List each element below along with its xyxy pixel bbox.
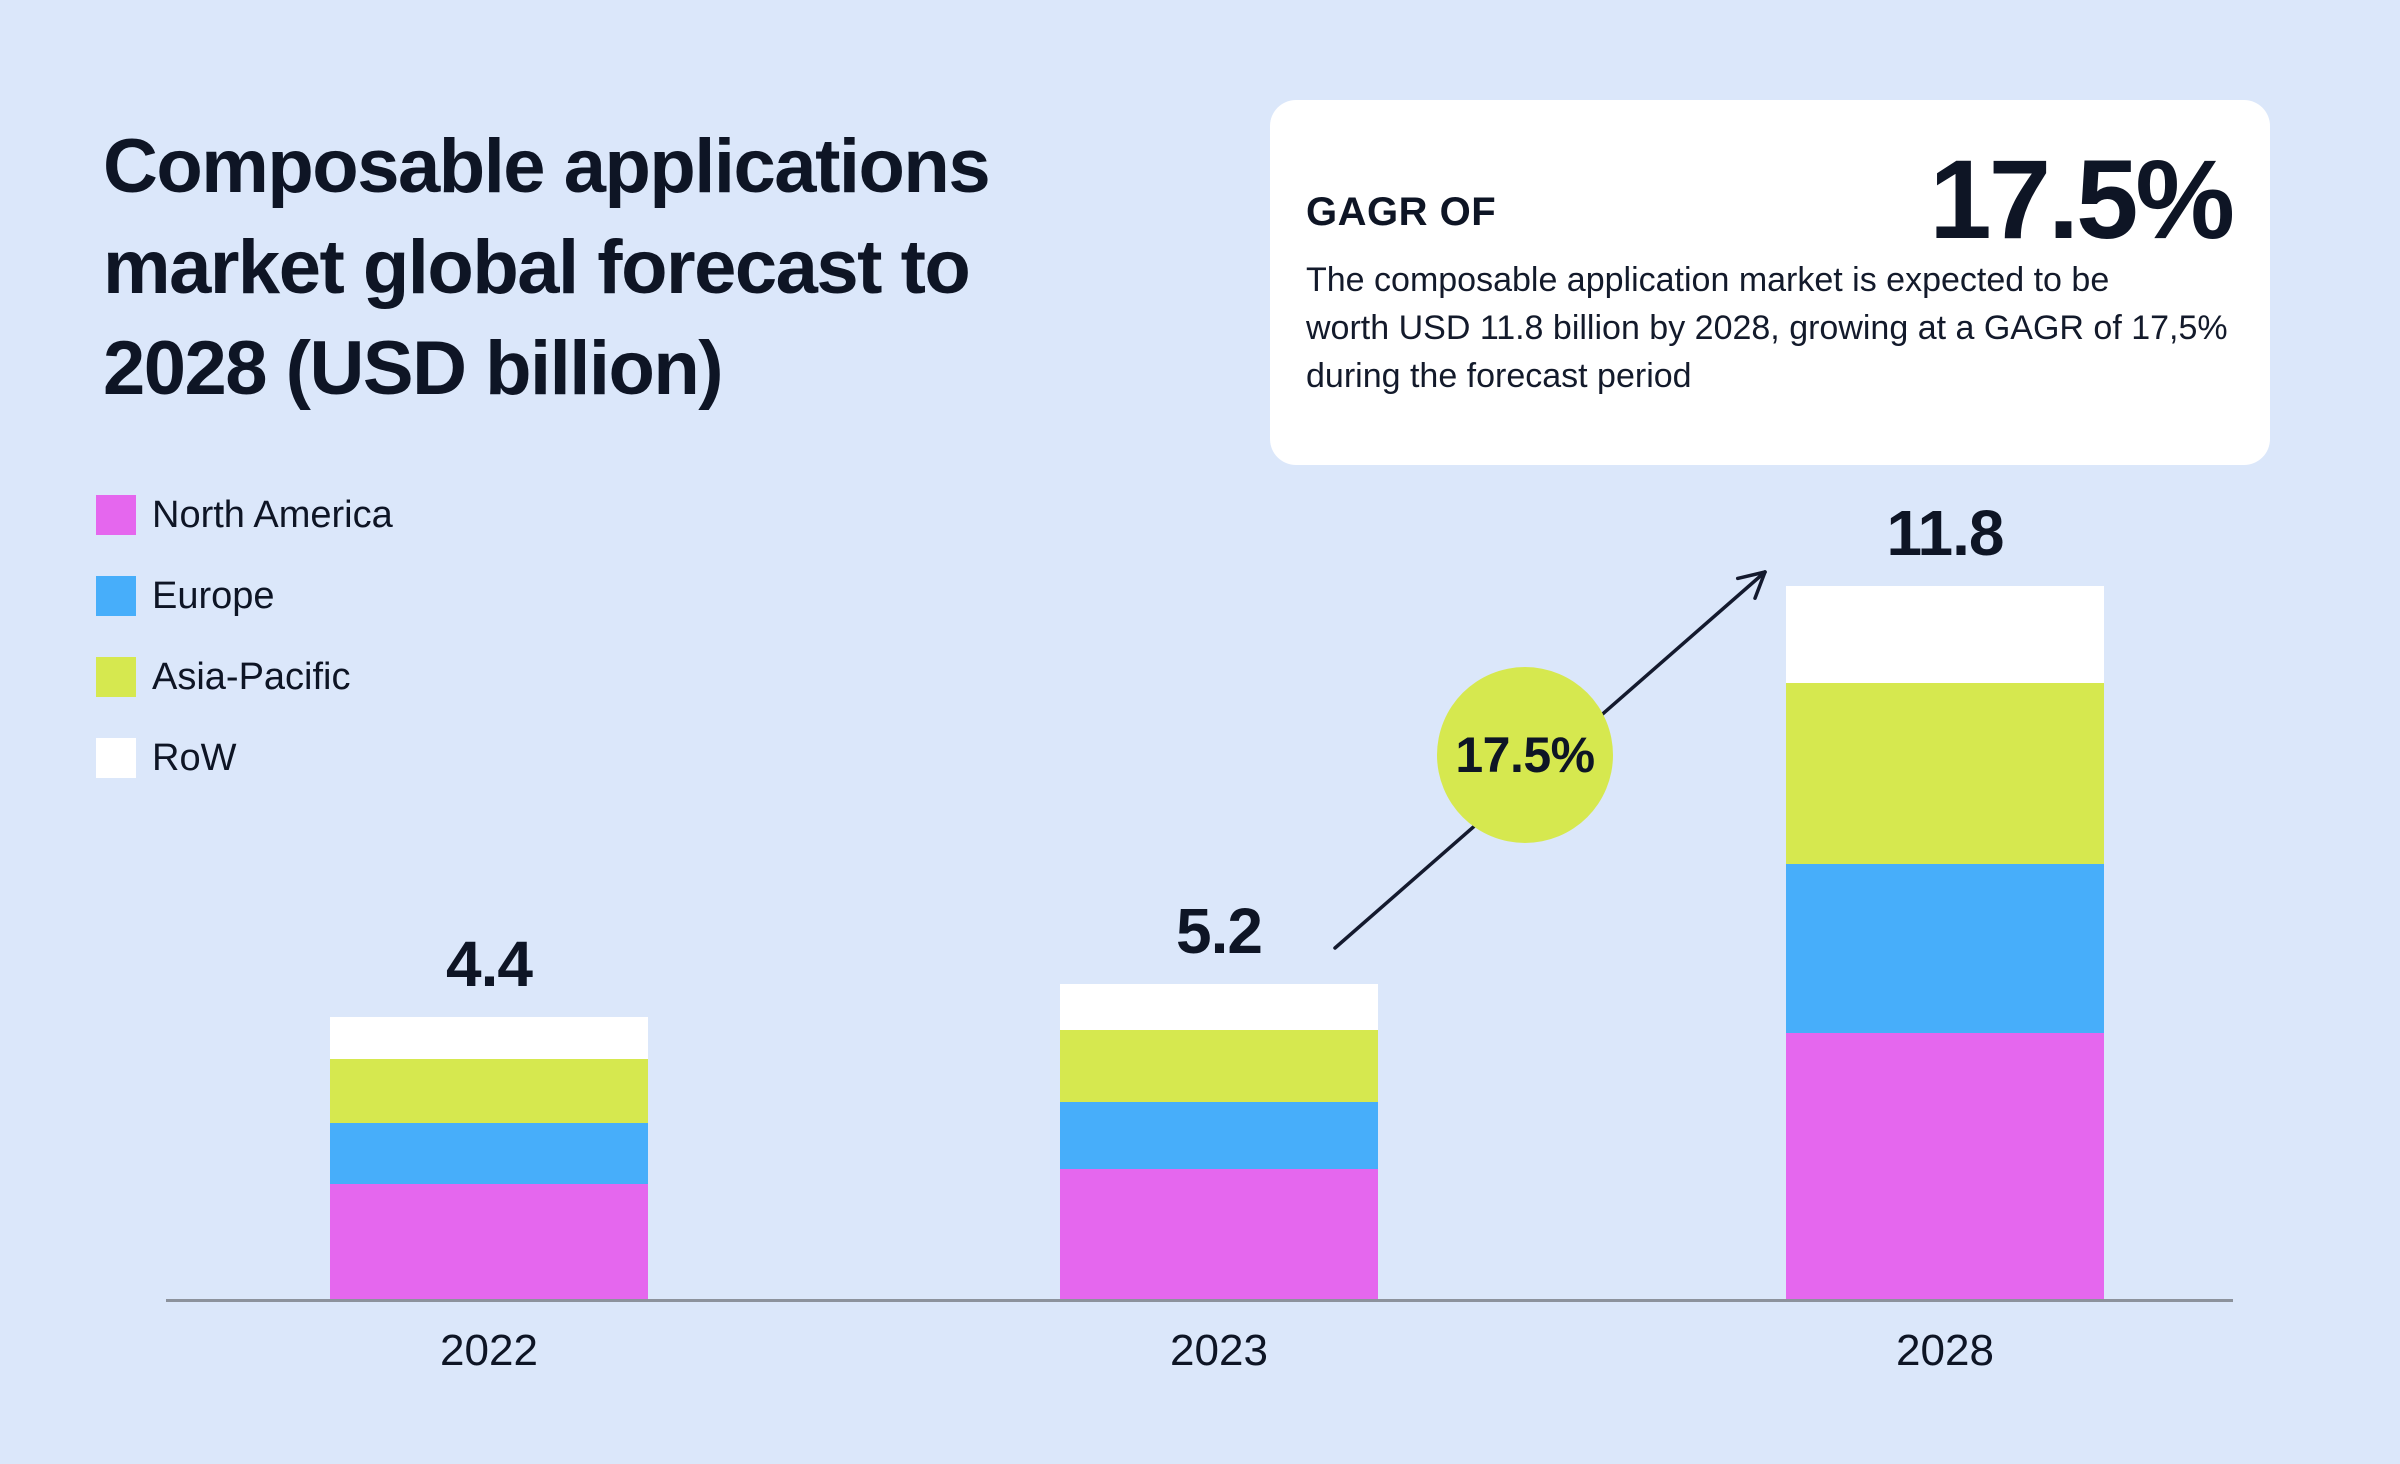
legend-swatch: [96, 657, 136, 697]
bar-total-label-2023: 5.2: [1176, 895, 1263, 968]
chart-legend: North America Europe Asia-Pacific RoW: [96, 495, 393, 819]
bar-2022-segment-north-america: [330, 1183, 648, 1299]
bar-2023-segment-row: [1060, 984, 1378, 1030]
cagr-card-description: The composable application market is exp…: [1270, 256, 2270, 400]
bar-2028-segment-north-america: [1786, 1033, 2104, 1299]
legend-label: Asia-Pacific: [152, 656, 351, 698]
bar-2022-segment-europe: [330, 1123, 648, 1184]
bar-2028-segment-row: [1786, 586, 2104, 683]
bar-2023-segment-asia-pacific: [1060, 1029, 1378, 1103]
legend-swatch: [96, 495, 136, 535]
cagr-card-label: GAGR OF: [1306, 190, 1497, 234]
page-title-line-3: 2028 (USD billion): [103, 326, 724, 411]
bar-2022-segment-asia-pacific: [330, 1059, 648, 1124]
legend-item-asia-pacific: Asia-Pacific: [96, 657, 393, 697]
page-title-line-1: Composable applications: [103, 124, 991, 209]
x-axis-label-2022: 2022: [440, 1326, 538, 1375]
legend-swatch: [96, 576, 136, 616]
bar-2022: [330, 1017, 648, 1299]
bar-2023: [1060, 984, 1378, 1299]
x-axis-line: [166, 1299, 2233, 1302]
legend-label: North America: [152, 494, 393, 536]
bar-2022-segment-row: [330, 1017, 648, 1060]
cagr-card-value: 17.5%: [1929, 137, 2235, 262]
cagr-card-header: GAGR OF 17.5%: [1270, 100, 2270, 256]
bar-total-label-2022: 4.4: [446, 928, 533, 1001]
cagr-card-description-line-3: during the forecast period: [1306, 357, 1692, 395]
page-title-line-2: market global forecast to: [103, 225, 971, 310]
legend-label: Europe: [152, 575, 275, 617]
x-axis-label-2023: 2023: [1170, 1326, 1268, 1375]
growth-rate-badge-label: 17.5%: [1455, 727, 1595, 783]
legend-item-north-america: North America: [96, 495, 393, 535]
cagr-card-description-line-1: The composable application market is exp…: [1306, 261, 2110, 299]
legend-swatch: [96, 738, 136, 778]
cagr-summary-card: GAGR OF 17.5% The composable application…: [1270, 100, 2270, 465]
bar-2023-segment-north-america: [1060, 1168, 1378, 1299]
page-title: Composable applications market global fo…: [103, 116, 991, 419]
legend-label: RoW: [152, 737, 237, 779]
legend-item-row: RoW: [96, 738, 393, 778]
x-axis-label-2028: 2028: [1896, 1326, 1994, 1375]
cagr-card-description-line-2: worth USD 11.8 billion by 2028, growing …: [1306, 309, 2228, 347]
bar-2023-segment-europe: [1060, 1102, 1378, 1169]
legend-item-europe: Europe: [96, 576, 393, 616]
bar-2028: [1786, 586, 2104, 1299]
growth-rate-badge: 17.5%: [1437, 667, 1613, 843]
bar-2028-segment-asia-pacific: [1786, 682, 2104, 865]
bar-total-label-2028: 11.8: [1886, 497, 2004, 570]
bar-2028-segment-europe: [1786, 864, 2104, 1034]
